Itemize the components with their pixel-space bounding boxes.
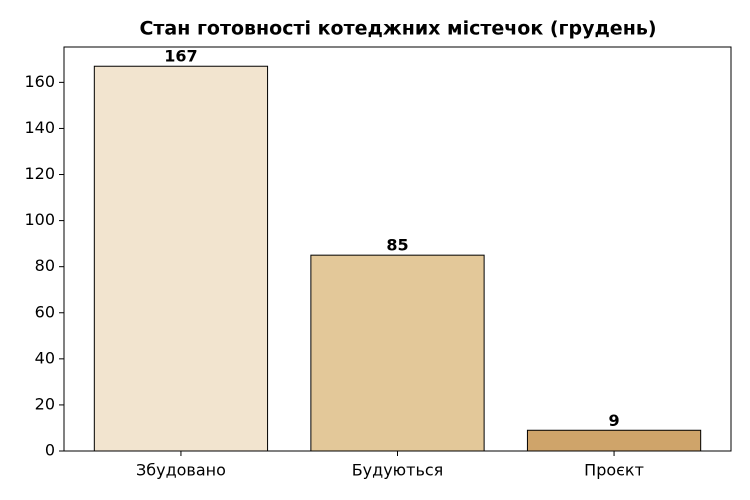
- value-label: 85: [386, 236, 408, 255]
- y-tick-label: 120: [24, 164, 55, 183]
- value-label: 167: [164, 47, 197, 66]
- y-tick-label: 60: [35, 302, 55, 321]
- x-tick-label: Будуються: [352, 461, 444, 480]
- bar: [526, 429, 702, 452]
- y-tick-label: 0: [45, 441, 55, 460]
- y-tick-label: 80: [35, 256, 55, 275]
- y-tick-label: 100: [24, 210, 55, 229]
- x-tick-label: Збудовано: [136, 461, 226, 480]
- bar: [310, 254, 485, 452]
- bar: [93, 65, 269, 452]
- plot-frame: [63, 46, 732, 452]
- x-tick-label: Проєкт: [584, 461, 644, 480]
- value-label: 9: [608, 411, 619, 430]
- y-tick-label: 20: [35, 394, 55, 413]
- y-tick-label: 160: [24, 72, 55, 91]
- chart-title: Стан готовності котеджних містечок (груд…: [139, 18, 656, 40]
- y-tick-label: 140: [24, 118, 55, 137]
- y-tick-label: 40: [35, 348, 55, 367]
